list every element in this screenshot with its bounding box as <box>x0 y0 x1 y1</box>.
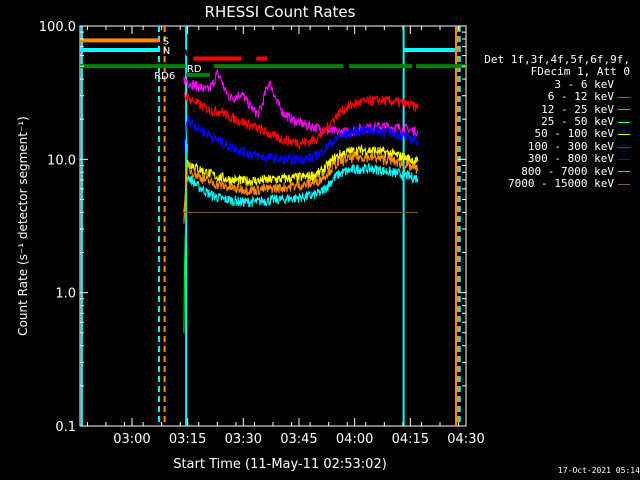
x-tick-label-3: 03:45 <box>280 432 317 447</box>
series-line-3-6kev <box>181 44 370 138</box>
axes-frame <box>79 25 467 427</box>
legend-swatch <box>618 109 630 111</box>
legend-entry-label: 3 - 6 keV <box>554 77 614 91</box>
series-line-100-300kev <box>183 90 419 150</box>
plot-border <box>79 25 467 427</box>
y-tick-label-3: 100.0 <box>39 20 76 35</box>
legend-entry: 100 - 300 keV <box>478 139 636 153</box>
legend-swatch <box>618 121 630 123</box>
legend-entry: 25 - 50 keV <box>478 115 636 129</box>
legend-entry-label: 25 - 50 keV <box>541 115 614 129</box>
legend: Det 1f,3f,4f,5f,6f,9f, FDecim 1, Att 0 3… <box>478 53 636 191</box>
series-line-800-7000kev <box>183 151 419 223</box>
x-tick-label-2: 03:30 <box>225 432 262 447</box>
legend-entry-label: 12 - 25 keV <box>541 102 614 116</box>
x-tick-label-6: 04:30 <box>447 432 484 447</box>
legend-swatch <box>618 146 630 148</box>
status-label-n: N <box>163 46 170 57</box>
status-label-rd6: RD6 <box>154 71 175 82</box>
legend-entry: 7000 - 15000 keV <box>478 177 636 191</box>
x-tick-label-5: 04:15 <box>392 432 429 447</box>
chart-title: RHESSI Count Rates <box>205 3 356 21</box>
series-line-25-50kev <box>183 163 419 224</box>
legend-entry: 6 - 12 keV <box>478 90 636 104</box>
y-axis-label: Count Rate (s⁻¹ detector segment⁻¹) <box>16 116 30 336</box>
series-line-6-12kev <box>183 68 419 138</box>
series-layer <box>181 44 419 333</box>
attenuator-decimation-bars: SN RD6 RD <box>80 36 466 82</box>
legend-swatch <box>618 134 630 136</box>
status-label-rd: RD <box>187 64 202 75</box>
legend-swatch <box>618 171 630 173</box>
legend-entry-label: 300 - 800 keV <box>527 152 614 166</box>
series-line-300-800kev <box>183 115 419 166</box>
legend-entry: 12 - 25 keV <box>478 102 636 116</box>
legend-entry-label: 800 - 7000 keV <box>521 164 614 178</box>
y-tick-label-0: 0.1 <box>55 420 76 435</box>
legend-entry: 300 - 800 keV <box>478 152 636 166</box>
generation-timestamp: 17-Oct-2021 05:14 <box>558 466 640 475</box>
legend-entry-label: 50 - 100 keV <box>534 127 614 141</box>
series-line-50-100kev <box>183 144 419 213</box>
legend-swatch <box>618 96 630 98</box>
legend-entry-label: 100 - 300 keV <box>527 139 614 153</box>
y-tick-label-2: 10.0 <box>47 153 76 168</box>
x-tick-label-1: 03:15 <box>169 432 206 447</box>
legend-entry: 800 - 7000 keV <box>478 164 636 178</box>
series-line-12-25kev <box>183 144 189 333</box>
vertical-markers <box>80 26 461 426</box>
x-tick-label-4: 04:00 <box>336 432 373 447</box>
legend-swatch <box>618 158 630 160</box>
y-tick-label-1: 1.0 <box>55 287 76 302</box>
status-label-s: S <box>163 36 169 47</box>
x-axis-label: Start Time (11-May-11 02:53:02) <box>173 457 387 472</box>
legend-header-line-1: Det 1f,3f,4f,5f,6f,9f, <box>484 53 630 66</box>
legend-swatch <box>618 84 630 86</box>
legend-entry: 3 - 6 keV <box>478 77 636 91</box>
legend-swatch <box>618 183 630 185</box>
x-tick-label-0: 03:00 <box>113 432 150 447</box>
legend-entries: 3 - 6 keV 6 - 12 keV 12 - 25 keV 25 - 50 ke… <box>478 77 636 191</box>
legend-entry-label: 7000 - 15000 keV <box>508 177 614 191</box>
legend-entry: 50 - 100 keV <box>478 128 636 140</box>
legend-header-line-2: FDecim 1, Att 0 <box>530 65 630 79</box>
legend-entry-label: 6 - 12 keV <box>547 90 614 104</box>
axis-ticks: 03:00 03:15 03:30 03:45 04:00 04:15 04:30 0.1 1.… <box>39 20 485 447</box>
